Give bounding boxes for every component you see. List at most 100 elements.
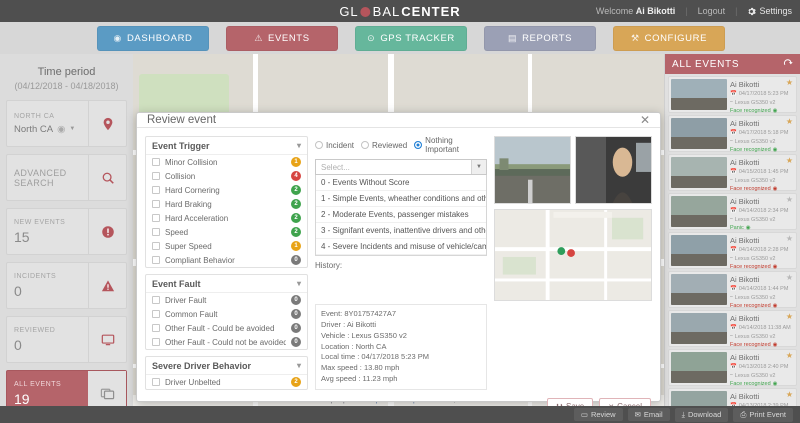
warning-triangle-icon[interactable]: [88, 263, 126, 308]
checkbox[interactable]: [152, 228, 160, 236]
star-icon[interactable]: ★: [785, 117, 794, 126]
event-list-item[interactable]: Ai Bikotti 📅 04/14/2018 1:44 PM ⎯ Lexus GS35…: [668, 271, 797, 309]
sidebar-card-north-ca[interactable]: NORTH CA North CA ◉ ▼: [6, 100, 127, 147]
checkbox-row[interactable]: Hard Braking 2: [146, 197, 307, 211]
bottom-button-download[interactable]: ⤓ Download: [674, 407, 729, 422]
radio-nothing-important[interactable]: Nothing Important: [414, 136, 487, 154]
driver-camera-view[interactable]: [575, 136, 652, 204]
nav-tab-dashboard[interactable]: ◉ DASHBOARD: [97, 25, 209, 51]
radio-reviewed[interactable]: Reviewed: [361, 141, 407, 150]
severity-select[interactable]: Select... ▼: [315, 159, 487, 175]
event-thumbnail[interactable]: [671, 118, 727, 149]
checkbox-row[interactable]: Compliant Behavior 0: [146, 253, 307, 267]
severity-option[interactable]: 2 - Moderate Events, passenger mistakes: [316, 207, 486, 223]
star-icon[interactable]: ★: [785, 195, 794, 204]
nav-tab-events[interactable]: ⚠ EVENTS: [226, 25, 338, 51]
refresh-icon[interactable]: [783, 59, 793, 69]
event-thumbnail[interactable]: [671, 274, 727, 305]
close-icon[interactable]: ✕: [639, 113, 650, 127]
checkbox-row[interactable]: Super Speed 1: [146, 239, 307, 253]
clear-icon[interactable]: ◉: [57, 123, 66, 135]
checkbox-row[interactable]: Hard Acceleration 2: [146, 211, 307, 225]
monitor-icon[interactable]: [88, 317, 126, 362]
nav-tab-reports[interactable]: ▤ REPORTS: [484, 25, 596, 51]
checkbox-row[interactable]: Minor Collision 1: [146, 155, 307, 169]
logout-link[interactable]: Logout: [697, 6, 726, 16]
checkbox-row[interactable]: Driver Fault 0: [146, 293, 307, 307]
event-list-item[interactable]: Ai Bikotti 📅 04/14/2018 2:28 PM ⎯ Lexus GS35…: [668, 232, 797, 270]
event-thumbnail[interactable]: [671, 313, 727, 344]
chevron-down-icon[interactable]: ▾: [296, 279, 301, 288]
checkbox[interactable]: [152, 324, 160, 332]
radio-button[interactable]: [414, 141, 423, 149]
severity-select-options[interactable]: 0 - Events Without Score 1 - Simple Event…: [315, 175, 487, 256]
chevron-down-icon[interactable]: ▼: [471, 160, 486, 174]
checkbox[interactable]: [152, 242, 160, 250]
event-list-item[interactable]: Ai Bikotti 📅 04/14/2018 11:38 AM ⎯ Lexus GS3…: [668, 310, 797, 348]
star-icon[interactable]: ★: [785, 156, 794, 165]
star-icon[interactable]: ★: [785, 78, 794, 87]
checkbox-row[interactable]: Hard Cornering 2: [146, 183, 307, 197]
severe-behavior-header[interactable]: Severe Driver Behavior ▾: [146, 357, 307, 375]
star-icon[interactable]: ★: [785, 390, 794, 399]
checkbox[interactable]: [152, 296, 160, 304]
severity-option[interactable]: 4 - Severe Incidents and misuse of vehic…: [316, 239, 486, 255]
checkbox-row[interactable]: Other Fault - Could be avoided 0: [146, 321, 307, 335]
radio-incident[interactable]: Incident: [315, 141, 354, 150]
checkbox-row[interactable]: Driver Unbelted 2: [146, 375, 307, 389]
checkbox-row[interactable]: Speed 2: [146, 225, 307, 239]
severity-option[interactable]: 1 - Simple Events, wheather conditions a…: [316, 191, 486, 207]
nav-tab-gps-tracker[interactable]: ⊙ GPS TRACKER: [355, 25, 467, 51]
nav-tab-configure[interactable]: ⚒ CONFIGURE: [613, 25, 725, 51]
checkbox-row[interactable]: Common Fault 0: [146, 307, 307, 321]
event-list-item[interactable]: Ai Bikotti 📅 04/13/2018 2:40 PM ⎯ Lexus GS35…: [668, 349, 797, 387]
checkbox[interactable]: [152, 186, 160, 194]
events-list[interactable]: Ai Bikotti 📅 04/17/2018 5:23 PM ⎯ Lexus GS35…: [665, 74, 800, 406]
sidebar-card-reviewed[interactable]: REVIEWED 0: [6, 316, 127, 363]
event-fault-header[interactable]: Event Fault ▾: [146, 275, 307, 293]
sidebar-card-incidents[interactable]: INCIDENTS 0: [6, 262, 127, 309]
radio-button[interactable]: [315, 141, 323, 149]
event-trigger-header[interactable]: Event Trigger ▾: [146, 137, 307, 155]
event-thumbnail[interactable]: [671, 79, 727, 110]
review-status-radio-group[interactable]: Incident Reviewed Nothing Important: [315, 136, 487, 154]
chevron-down-icon[interactable]: ▼: [69, 126, 76, 132]
checkbox[interactable]: [152, 338, 160, 346]
checkbox-row[interactable]: Collision 4: [146, 169, 307, 183]
event-list-item[interactable]: Ai Bikotti 📅 04/17/2018 5:18 PM ⎯ Lexus GS35…: [668, 115, 797, 153]
event-minimap[interactable]: [494, 209, 652, 301]
bottom-button-review[interactable]: ▭ Review: [573, 408, 623, 421]
checkbox[interactable]: [152, 256, 160, 264]
checkbox[interactable]: [152, 158, 160, 166]
star-icon[interactable]: ★: [785, 312, 794, 321]
event-thumbnail[interactable]: [671, 196, 727, 227]
event-list-item[interactable]: Ai Bikotti 📅 04/17/2018 5:23 PM ⎯ Lexus GS35…: [668, 76, 797, 114]
checkbox[interactable]: [152, 172, 160, 180]
event-thumbnail[interactable]: [671, 157, 727, 188]
settings-link[interactable]: Settings: [747, 6, 792, 16]
bottom-button-email[interactable]: ✉ Email: [627, 408, 670, 421]
event-list-item[interactable]: Ai Bikotti📅04/13/2018 2:39 PM⎯Lexus GS35…: [668, 388, 797, 406]
severity-option[interactable]: 3 - Signifant events, inattentive driver…: [316, 223, 486, 239]
time-period[interactable]: Time period (04/12/2018 - 04/18/2018): [6, 60, 127, 100]
event-list-item[interactable]: Ai Bikotti 📅 04/14/2018 2:34 PM ⎯ Lexus GS35…: [668, 193, 797, 231]
sidebar-card-advanced-search[interactable]: ADVANCED SEARCH: [6, 154, 127, 201]
checkbox[interactable]: [152, 200, 160, 208]
search-icon[interactable]: [88, 155, 126, 200]
region-select[interactable]: North CA ◉ ▼: [14, 124, 81, 135]
alert-badge-icon[interactable]: [88, 209, 126, 254]
checkbox[interactable]: [152, 214, 160, 222]
checkbox[interactable]: [152, 310, 160, 318]
event-thumbnail[interactable]: [671, 235, 727, 266]
star-icon[interactable]: ★: [785, 351, 794, 360]
road-camera-view[interactable]: [494, 136, 571, 204]
chevron-down-icon[interactable]: ▾: [296, 141, 301, 150]
chevron-down-icon[interactable]: ▾: [296, 361, 301, 370]
sidebar-card-new-events[interactable]: NEW EVENTS 15: [6, 208, 127, 255]
map-pin-icon[interactable]: [88, 101, 126, 146]
event-list-item[interactable]: Ai Bikotti 📅 04/15/2018 1:45 PM ⎯ Lexus GS35…: [668, 154, 797, 192]
star-icon[interactable]: ★: [785, 234, 794, 243]
severity-option[interactable]: 0 - Events Without Score: [316, 175, 486, 191]
checkbox[interactable]: [152, 378, 160, 386]
radio-button[interactable]: [361, 141, 370, 149]
